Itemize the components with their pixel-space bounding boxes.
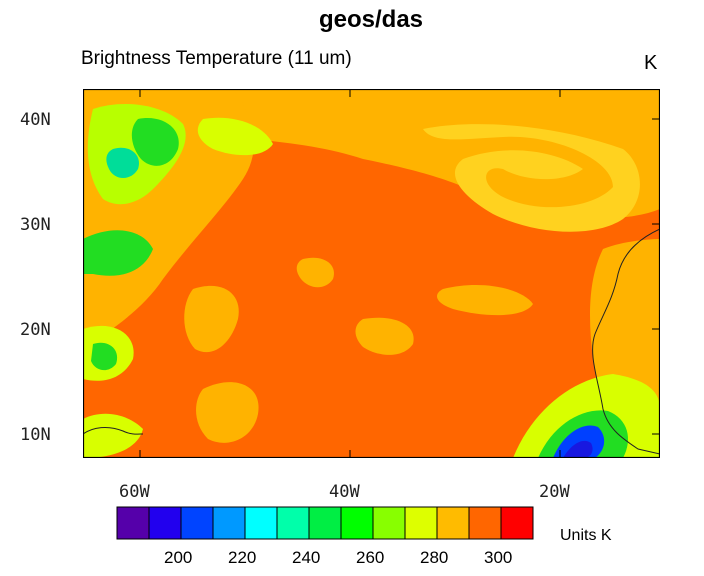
africa-coastline <box>592 228 660 455</box>
lon-label-60w: 60W <box>119 482 150 502</box>
brightness-temperature-map <box>83 89 660 458</box>
map-svg <box>83 89 660 458</box>
units-label: Units K <box>560 527 612 544</box>
colorbar-swatch <box>116 506 150 540</box>
plot-title: geos/das <box>318 6 424 33</box>
unit-corner-label: K <box>644 52 658 74</box>
cloud-cluster-2 <box>131 118 179 166</box>
colorbar-tick-220: 220 <box>228 548 257 567</box>
colorbar-tick-300: 300 <box>484 548 513 567</box>
colorbar-tick-280: 280 <box>420 548 449 567</box>
south-america-coastline <box>83 426 144 435</box>
colorbar-swatch <box>276 506 310 540</box>
colorbar-swatch <box>500 506 534 540</box>
coldest-cloud-top <box>563 440 593 458</box>
lat-label-20n: 20N <box>20 320 51 340</box>
colorbar-swatch <box>404 506 438 540</box>
lon-label-40w: 40W <box>329 482 360 502</box>
colorbar-swatch <box>308 506 342 540</box>
cloud-cluster-4 <box>197 117 273 156</box>
colorbar-swatch <box>212 506 246 540</box>
lat-label-30n: 30N <box>20 215 51 235</box>
colorbar-swatch <box>468 506 502 540</box>
colorbar-swatch <box>148 506 182 540</box>
colorbar-tick-260: 260 <box>356 548 385 567</box>
plot-subtitle: Brightness Temperature (11 um) <box>81 48 352 69</box>
colorbar-swatch <box>180 506 214 540</box>
map-ticks <box>139 89 660 458</box>
cloud-cluster-12 <box>196 382 259 443</box>
cloud-cluster-11 <box>437 284 533 316</box>
cloud-cluster-9 <box>296 257 334 288</box>
colorbar-svg <box>116 506 534 540</box>
colorbar-swatch <box>244 506 278 540</box>
cloud-cluster-7 <box>91 342 118 371</box>
lon-label-20w: 20W <box>539 482 570 502</box>
cloud-cluster-13 <box>83 413 143 458</box>
colorbar-tick-200: 200 <box>164 548 193 567</box>
lat-label-40n: 40N <box>20 110 51 130</box>
cloud-cluster-8 <box>184 285 239 353</box>
colorbar-tick-240: 240 <box>292 548 321 567</box>
storm-swirl <box>423 124 640 232</box>
cloud-cluster-5 <box>83 230 153 276</box>
cloud-cluster-3 <box>106 147 139 178</box>
colorbar-swatch <box>340 506 374 540</box>
colorbar-swatch <box>436 506 470 540</box>
map-frame <box>83 89 660 458</box>
colorbar <box>116 506 536 545</box>
cloud-cluster-10 <box>355 317 414 355</box>
lat-label-10n: 10N <box>20 425 51 445</box>
colorbar-swatch <box>372 506 406 540</box>
